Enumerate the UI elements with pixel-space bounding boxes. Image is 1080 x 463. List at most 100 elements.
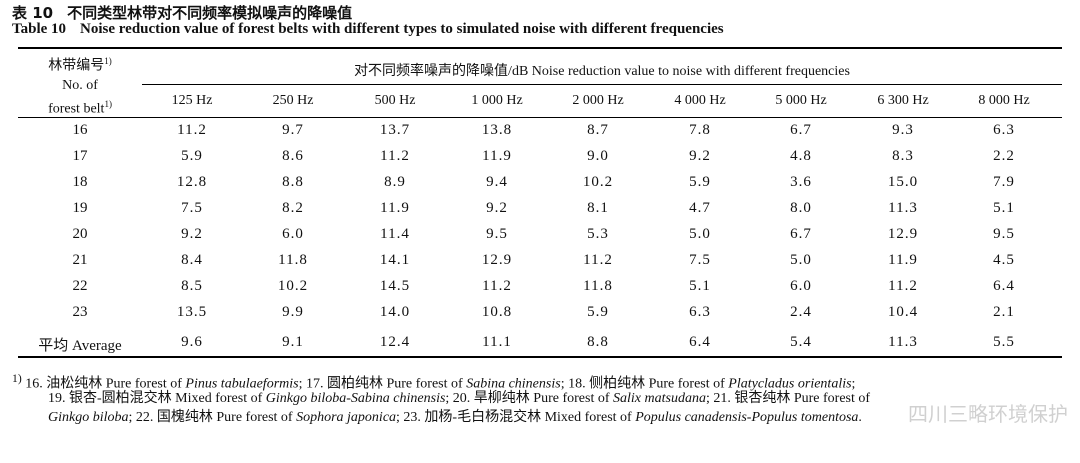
table-cell: 14.5 [379, 278, 411, 294]
fn-species: Ginkgo biloba [48, 410, 129, 425]
freq-header: 2 000 Hz [572, 93, 624, 108]
footnote-line-2: 19. 银杏-圆柏混交林 Mixed forest of Ginkgo bilo… [48, 389, 1080, 409]
table-cell: 7.8 [689, 122, 711, 138]
fn-species: Sophora japonica [296, 410, 397, 425]
fn-species: Platycladus orientalis [728, 376, 852, 392]
table-cell: 8.2 [282, 200, 304, 216]
average-cell: 6.4 [689, 334, 711, 350]
table-cell: 11.3 [888, 200, 918, 216]
table-cell: 6.7 [790, 122, 812, 138]
belt-header-cn: 林带编号 [48, 58, 105, 74]
header-rule [18, 117, 1062, 118]
table-cell: 8.1 [587, 200, 609, 216]
table-cell: 11.2 [380, 148, 410, 164]
table-cell: 9.3 [892, 122, 914, 138]
table-cell: 5.9 [181, 148, 203, 164]
table-cell: 6.3 [689, 304, 711, 320]
fn-text: ; 20. 旱柳纯林 Pure forest of [445, 391, 614, 406]
table-title-cn: 不同类型林带对不同频率模拟噪声的降噪值 [67, 4, 353, 22]
fn-text: ; 23. 加杨-毛白杨混交林 Mixed forest of [396, 410, 636, 425]
freq-header: 125 Hz [171, 93, 213, 108]
footnote-line-3: Ginkgo biloba; 22. 国槐纯林 Pure forest of S… [48, 408, 1080, 428]
table-cell: 5.1 [993, 200, 1015, 216]
belt-header-en-2: forest belt [48, 101, 105, 117]
average-cell: 9.6 [181, 334, 203, 350]
table-cell: 9.9 [282, 304, 304, 320]
table-cell: 8.7 [587, 122, 609, 138]
table-cell: 15.0 [887, 174, 919, 190]
row-label: 23 [72, 304, 88, 320]
average-cell: 11.1 [482, 334, 512, 350]
table-cell: 6.3 [993, 122, 1015, 138]
table-cell: 6.0 [282, 226, 304, 242]
fn-text: ; [851, 376, 856, 392]
table-cell: 13.5 [176, 304, 208, 320]
fn-text: ; 17. 圆柏纯林 Pure forest of [298, 376, 467, 392]
table-cell: 11.9 [482, 148, 512, 164]
table-cell: 2.2 [993, 148, 1015, 164]
footnote-mark: 1) [12, 372, 22, 385]
belt-header-note: 1) [104, 56, 112, 66]
table-number-en: Table 10 [12, 21, 67, 37]
fn-species: Pinus tabulaeformis [185, 376, 299, 392]
table-cell: 9.4 [486, 174, 508, 190]
table-cell: 13.8 [481, 122, 513, 138]
freq-header: 8 000 Hz [978, 93, 1030, 108]
table-cell: 10.4 [887, 304, 919, 320]
freq-header: 500 Hz [374, 93, 416, 108]
bottom-rule [18, 356, 1062, 358]
row-label: 21 [72, 252, 88, 268]
table-cell: 14.1 [379, 252, 411, 268]
fn-text: . [858, 410, 862, 425]
table-cell: 5.0 [790, 252, 812, 268]
table-cell: 9.2 [689, 148, 711, 164]
fn-species: Populus canadensis-Populus tomentosa [635, 410, 859, 425]
average-cell: 5.4 [790, 334, 812, 350]
row-label: 19 [72, 200, 88, 216]
table-cell: 10.2 [277, 278, 309, 294]
table-cell: 11.2 [888, 278, 918, 294]
row-label: 20 [72, 226, 88, 242]
average-cell: 11.3 [888, 334, 918, 350]
table-cell: 7.9 [993, 174, 1015, 190]
row-label: 22 [72, 278, 88, 294]
table-cell: 8.0 [790, 200, 812, 216]
table-cell: 6.4 [993, 278, 1015, 294]
table-cell: 12.8 [176, 174, 208, 190]
table-cell: 9.5 [486, 226, 508, 242]
table-cell: 11.9 [888, 252, 918, 268]
table-cell: 9.2 [181, 226, 203, 242]
table-cell: 8.4 [181, 252, 203, 268]
freq-header: 1 000 Hz [471, 93, 523, 108]
table-cell: 11.9 [380, 200, 410, 216]
row-label: 16 [72, 122, 88, 138]
freq-header: 5 000 Hz [775, 93, 827, 108]
table-cell: 13.7 [379, 122, 411, 138]
table-cell: 12.9 [481, 252, 513, 268]
table-cell: 10.2 [582, 174, 614, 190]
table-cell: 5.9 [689, 174, 711, 190]
row-label: 18 [72, 174, 88, 190]
fn-species: Sabina chinensis [466, 376, 561, 392]
table-cell: 14.0 [379, 304, 411, 320]
average-cell: 12.4 [379, 334, 411, 350]
table-cell: 3.6 [790, 174, 812, 190]
table-cell: 5.3 [587, 226, 609, 242]
average-label: 平均 Average [38, 338, 122, 354]
table-cell: 8.5 [181, 278, 203, 294]
table-cell: 8.9 [384, 174, 406, 190]
table-cell: 11.8 [278, 252, 308, 268]
freq-header: 6 300 Hz [877, 93, 929, 108]
average-cell: 9.1 [282, 334, 304, 350]
table-cell: 6.0 [790, 278, 812, 294]
span-header: 对不同频率噪声的降噪值/dB Noise reduction value to … [354, 64, 850, 79]
fn-text: 16. 油松纯林 Pure forest of [21, 376, 186, 392]
table-cell: 5.9 [587, 304, 609, 320]
caption-en: Table 10 Noise reduction value of forest … [12, 21, 724, 38]
table-cell: 4.5 [993, 252, 1015, 268]
table-cell: 2.4 [790, 304, 812, 320]
fn-text: ; 18. 侧柏纯林 Pure forest of [560, 376, 729, 392]
freq-header: 4 000 Hz [674, 93, 726, 108]
fn-species: Salix matsudana [613, 391, 706, 406]
belt-header-note-2: 1) [104, 98, 112, 109]
